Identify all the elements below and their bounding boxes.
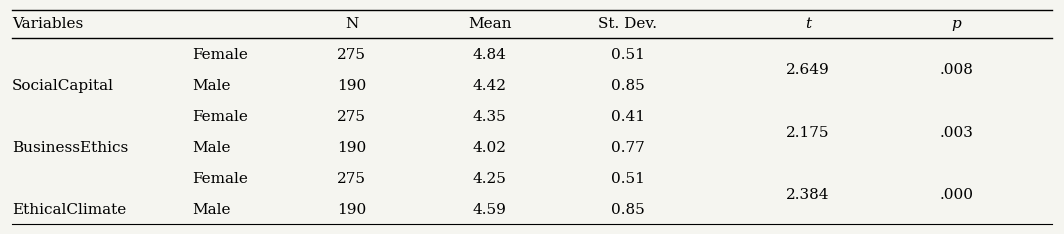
Text: Mean: Mean (468, 17, 512, 31)
Text: 190: 190 (337, 141, 366, 155)
Text: .000: .000 (940, 188, 974, 202)
Text: 4.35: 4.35 (472, 110, 506, 124)
Text: 190: 190 (337, 79, 366, 93)
Text: 0.51: 0.51 (611, 48, 645, 62)
Text: 275: 275 (337, 172, 366, 186)
Text: Male: Male (193, 203, 231, 217)
Text: St. Dev.: St. Dev. (598, 17, 656, 31)
Text: 0.51: 0.51 (611, 172, 645, 186)
Text: Female: Female (193, 48, 248, 62)
Text: .003: .003 (940, 125, 974, 139)
Text: 0.77: 0.77 (611, 141, 645, 155)
Text: BusinessEthics: BusinessEthics (12, 141, 129, 155)
Text: p: p (951, 17, 962, 31)
Text: 2.175: 2.175 (786, 125, 830, 139)
Text: 275: 275 (337, 48, 366, 62)
Text: 190: 190 (337, 203, 366, 217)
Text: Variables: Variables (12, 17, 83, 31)
Text: 4.25: 4.25 (472, 172, 506, 186)
Text: 0.85: 0.85 (611, 79, 645, 93)
Text: Male: Male (193, 79, 231, 93)
Text: Female: Female (193, 172, 248, 186)
Text: 2.384: 2.384 (786, 188, 830, 202)
Text: 0.41: 0.41 (611, 110, 645, 124)
Text: SocialCapital: SocialCapital (12, 79, 114, 93)
Text: 4.02: 4.02 (472, 141, 506, 155)
Text: t: t (804, 17, 811, 31)
Text: 2.649: 2.649 (786, 63, 830, 77)
Text: Female: Female (193, 110, 248, 124)
Text: 4.84: 4.84 (472, 48, 506, 62)
Text: 4.42: 4.42 (472, 79, 506, 93)
Text: 275: 275 (337, 110, 366, 124)
Text: 0.85: 0.85 (611, 203, 645, 217)
Text: N: N (345, 17, 359, 31)
Text: EthicalClimate: EthicalClimate (12, 203, 127, 217)
Text: Male: Male (193, 141, 231, 155)
Text: 4.59: 4.59 (472, 203, 506, 217)
Text: .008: .008 (940, 63, 974, 77)
